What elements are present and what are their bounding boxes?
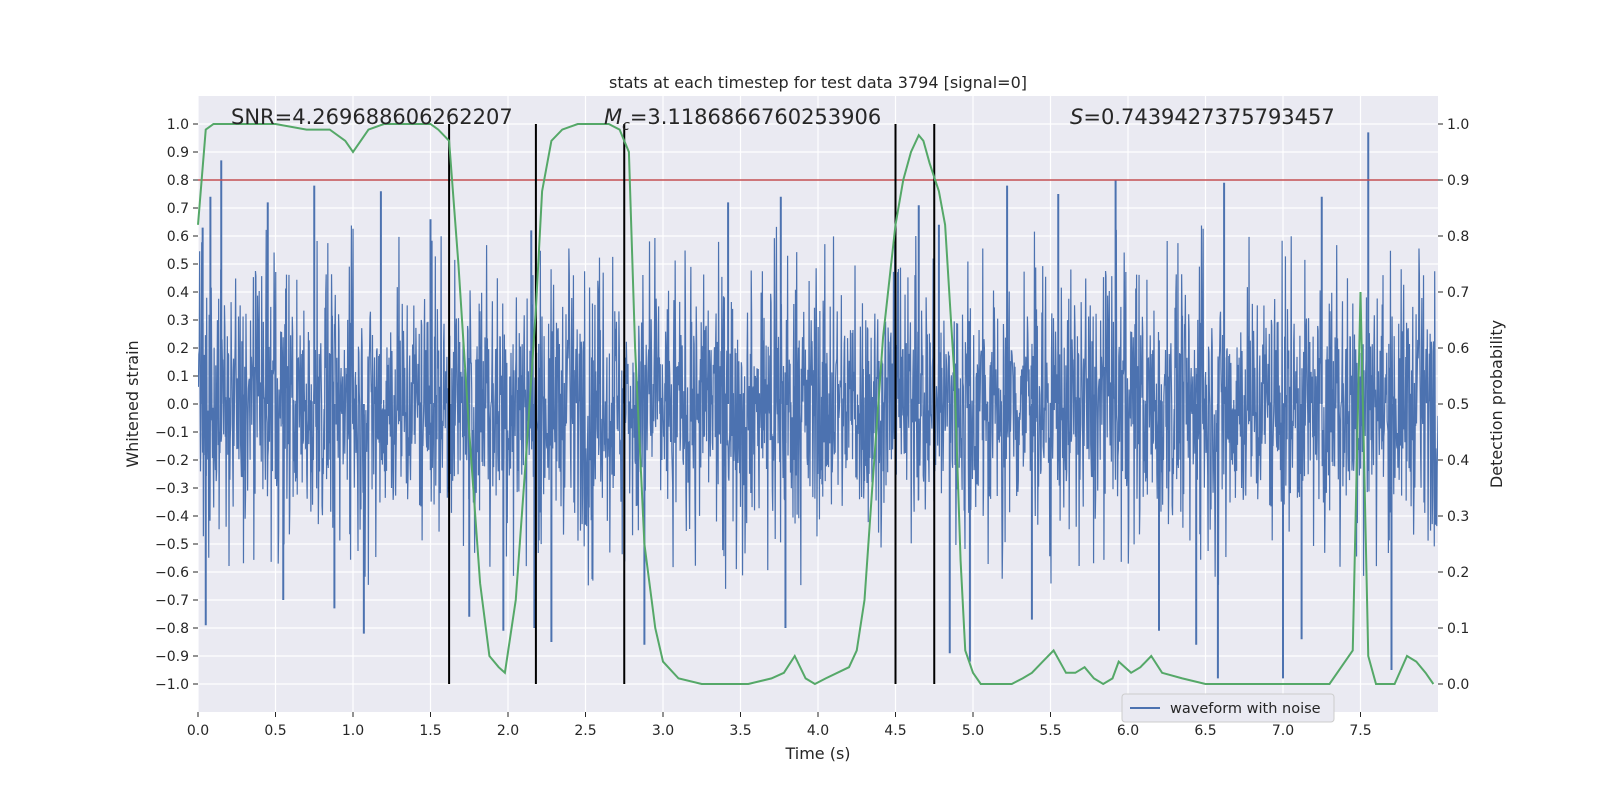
y-right-tick-label-10: 0.0 (1447, 677, 1469, 693)
y-right-axis-ticks: 1.0 0.9 0.8 0.7 0.6 0.5 0.4 0.3 0.2 0.1 0.0 (1438, 117, 1469, 693)
x-tick-label-6: 3.0 (652, 723, 674, 739)
y-right-tick-label-0: 1.0 (1447, 117, 1469, 133)
y-left-tick-label-20: −1.0 (155, 677, 189, 693)
y-left-tick-label-8: 0.2 (167, 341, 189, 357)
x-tick-label-13: 6.5 (1194, 723, 1216, 739)
x-tick-label-14: 7.0 (1272, 723, 1294, 739)
y-left-tick-label-5: 0.5 (167, 257, 189, 273)
y-right-tick-label-3: 0.7 (1447, 285, 1469, 301)
snr-annotation: SNR=4.269688606262207 (231, 105, 513, 129)
legend-box (1121, 693, 1335, 723)
y-right-tick-label-6: 0.4 (1447, 453, 1469, 469)
y-left-tick-label-1: 0.9 (167, 145, 189, 161)
x-tick-label-11: 5.5 (1039, 723, 1061, 739)
y-left-tick-label-10: 0.0 (167, 397, 189, 413)
x-tick-label-10: 5.0 (962, 723, 984, 739)
x-tick-label-15: 7.5 (1349, 723, 1371, 739)
y-left-tick-label-18: −0.8 (155, 621, 189, 637)
x-axis-label: Time (s) (784, 744, 850, 763)
x-tick-label-2: 1.0 (342, 723, 364, 739)
vertical-lines (448, 124, 936, 684)
y-left-tick-label-12: −0.2 (155, 453, 189, 469)
x-tick-label-1: 0.5 (264, 723, 286, 739)
y-left-tick-label-13: −0.3 (155, 481, 189, 497)
y-right-tick-label-1: 0.9 (1447, 173, 1469, 189)
y-left-axis-label: Whitened strain (123, 340, 142, 467)
y-left-axis-ticks: 1.0 0.9 0.8 0.7 0.6 0.5 0.4 0.3 0.2 0.1 0.0 −0.1 −0.… (155, 117, 198, 693)
probability-series (197, 123, 1435, 686)
y-left-tick-label-6: 0.4 (167, 285, 189, 301)
x-tick-label-12: 6.0 (1117, 723, 1139, 739)
x-tick-label-0: 0.0 (187, 723, 209, 739)
y-right-tick-label-8: 0.2 (1447, 565, 1469, 581)
x-tick-label-9: 4.5 (884, 723, 906, 739)
chirp-mass-annotation: Mc=3.1186866760253906 (604, 105, 881, 134)
y-left-tick-label-7: 0.3 (167, 313, 189, 329)
chirp-mass-subscript: c (622, 118, 630, 134)
y-left-tick-label-17: −0.7 (155, 593, 189, 609)
probability-line (197, 123, 1435, 686)
legend-label-waveform: waveform with noise (1170, 701, 1321, 717)
y-left-tick-label-14: −0.4 (155, 509, 189, 525)
y-right-tick-label-7: 0.3 (1447, 509, 1469, 525)
y-left-tick-label-11: −0.1 (155, 425, 189, 441)
score-symbol: S (1070, 105, 1083, 129)
waveform-series (198, 132, 1438, 679)
chart-title: stats at each timestep for test data 379… (609, 73, 1027, 92)
y-right-tick-label-5: 0.5 (1447, 397, 1469, 413)
y-left-tick-label-0: 1.0 (167, 117, 189, 133)
x-tick-label-7: 3.5 (729, 723, 751, 739)
chirp-mass-value: =3.1186866760253906 (630, 105, 881, 129)
y-left-tick-label-4: 0.6 (167, 229, 189, 245)
y-right-axis-label: Detection probability (1487, 320, 1506, 488)
waveform-noise-path (198, 225, 1438, 589)
y-right-tick-label-9: 0.1 (1447, 621, 1469, 637)
y-left-tick-label-3: 0.7 (167, 201, 189, 217)
y-right-tick-label-2: 0.8 (1447, 229, 1469, 245)
x-tick-label-5: 2.5 (574, 723, 596, 739)
y-left-tick-label-9: 0.1 (167, 369, 189, 385)
score-annotation: S=0.7439427375793457 (1070, 105, 1335, 129)
y-left-tick-label-19: −0.9 (155, 649, 189, 665)
y-right-tick-label-4: 0.6 (1447, 341, 1469, 357)
y-left-tick-label-16: −0.6 (155, 565, 189, 581)
y-left-tick-label-15: −0.5 (155, 537, 189, 553)
chirp-mass-symbol: M (604, 105, 622, 129)
x-tick-label-4: 2.0 (497, 723, 519, 739)
x-tick-label-3: 1.5 (419, 723, 441, 739)
score-value: =0.7439427375793457 (1083, 105, 1334, 129)
y-left-tick-label-2: 0.8 (167, 173, 189, 189)
x-tick-label-8: 4.0 (807, 723, 829, 739)
legend: waveform with noise (1121, 693, 1335, 723)
